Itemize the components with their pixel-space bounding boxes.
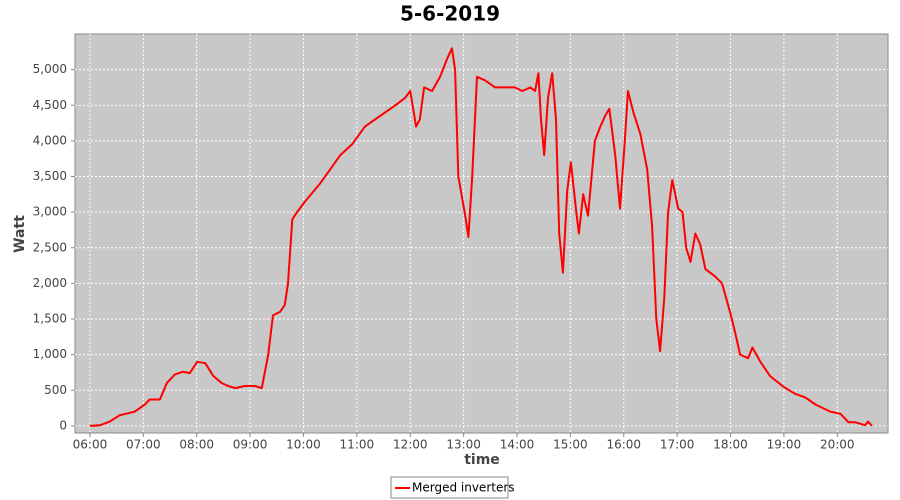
- y-tick-label: 3,000: [33, 205, 67, 219]
- y-axis-label: Watt: [12, 215, 28, 253]
- y-tick-label: 4,000: [33, 133, 67, 147]
- x-tick-label: 16:00: [606, 438, 641, 452]
- y-tick-label: 3,500: [33, 169, 67, 183]
- x-tick-label: 10:00: [286, 438, 321, 452]
- y-tick-label: 2,500: [33, 240, 67, 254]
- x-tick-label: 07:00: [126, 438, 161, 452]
- x-tick-label: 12:00: [393, 438, 428, 452]
- x-tick-label: 14:00: [500, 438, 535, 452]
- legend-label: Merged inverters: [412, 481, 515, 495]
- x-tick-label: 17:00: [660, 438, 695, 452]
- x-tick-label: 15:00: [553, 438, 588, 452]
- y-tick-label: 500: [44, 383, 67, 397]
- y-tick-label: 2,000: [33, 276, 67, 290]
- legend-box: [390, 476, 509, 499]
- plot-area: [74, 33, 889, 434]
- x-tick-label: 06:00: [73, 438, 108, 452]
- x-tick-label: 20:00: [820, 438, 855, 452]
- x-tick-label: 19:00: [767, 438, 802, 452]
- x-tick-label: 09:00: [233, 438, 268, 452]
- y-tick-label: 1,000: [33, 347, 67, 361]
- line-series: [89, 47, 873, 427]
- x-axis-label: time: [464, 452, 500, 468]
- x-tick-label: 11:00: [340, 438, 375, 452]
- x-tick-label: 18:00: [713, 438, 748, 452]
- chart-title: 5-6-2019: [400, 2, 500, 26]
- legend: Merged inverters: [390, 476, 515, 499]
- x-tick-label: 08:00: [179, 438, 214, 452]
- y-tick-label: 1,500: [33, 312, 67, 326]
- x-tick-label: 13:00: [446, 438, 481, 452]
- y-tick-label: 5,000: [33, 62, 67, 76]
- y-tick-label: 4,500: [33, 98, 67, 112]
- y-tick-label: 0: [59, 418, 67, 432]
